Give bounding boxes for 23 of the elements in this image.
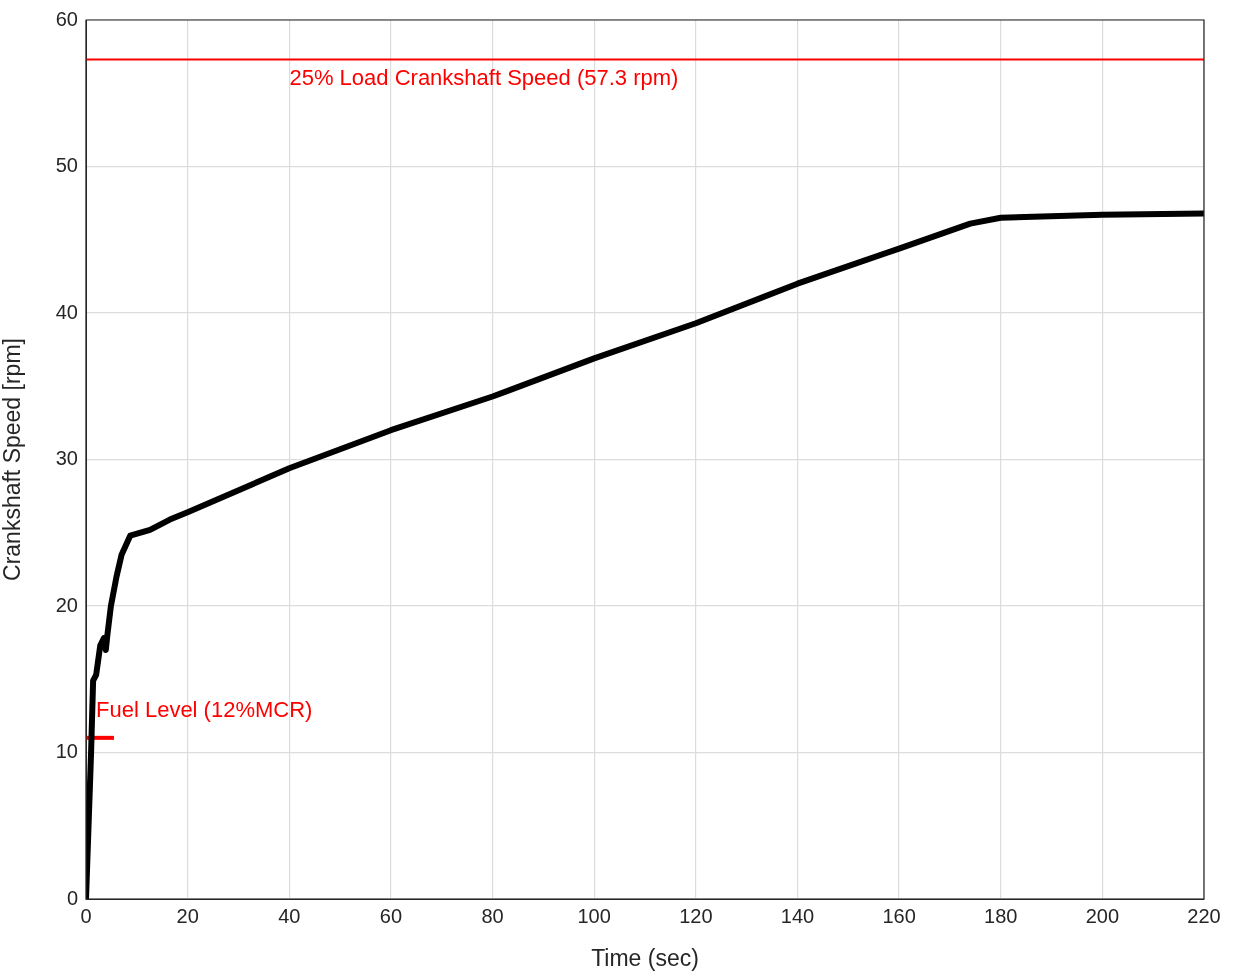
x-tick-label: 140 [780, 904, 815, 927]
y-tick-label: 40 [55, 300, 78, 323]
x-axis-title: Time (sec) [591, 944, 699, 971]
ref-line-label: 25% Load Crankshaft Speed (57.3 rpm) [289, 64, 679, 90]
y-tick-label: 60 [55, 7, 78, 30]
x-tick-label: 160 [882, 904, 916, 927]
x-tick-label: 180 [984, 904, 1018, 927]
x-tick-label: 40 [278, 904, 301, 927]
y-tick-label: 10 [55, 740, 78, 763]
series-label: Fuel Level (12%MCR) [96, 696, 313, 722]
x-tick-label: 220 [1187, 904, 1221, 927]
y-tick-label: 20 [55, 593, 78, 616]
x-tick-label: 60 [379, 904, 403, 927]
x-tick-label: 100 [577, 904, 611, 927]
x-tick-label: 80 [481, 904, 504, 927]
y-tick-label: 30 [55, 447, 78, 470]
x-tick-label: 200 [1085, 904, 1120, 927]
y-tick-label: 0 [66, 886, 78, 909]
y-tick-label: 50 [55, 154, 78, 177]
x-tick-label: 120 [679, 904, 713, 927]
x-tick-label: 0 [80, 904, 92, 927]
y-axis-title: Crankshaft Speed [rpm] [0, 338, 26, 581]
x-tick-label: 20 [176, 904, 199, 927]
